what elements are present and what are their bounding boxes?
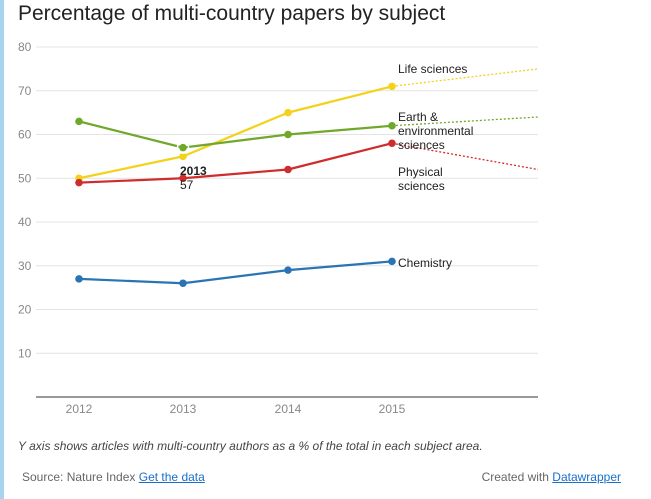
x-tick-label-2013: 2013 [170,402,197,416]
series-label-0: Life sciences [398,62,467,76]
data-point-0-3[interactable] [388,82,396,91]
tooltip-year: 2013 [180,164,207,178]
projection-line-0 [391,68,539,88]
series-label-3: Chemistry [398,256,452,270]
data-point-2-3[interactable] [388,139,396,148]
credit-label: Created with [481,470,549,484]
series-line-1 [78,120,393,149]
y-tick-label-50: 50 [18,171,32,185]
y-tick-label-60: 60 [18,128,32,142]
chart-note: Y axis shows articles with multi-country… [18,439,483,453]
grid [36,46,538,354]
footer-credit: Created with Datawrapper [482,470,621,484]
hover-ring [176,141,190,154]
y-axis: 10 20 30 40 50 60 70 80 [18,40,32,360]
data-point-2-2[interactable] [284,165,292,174]
datawrapper-link[interactable]: Datawrapper [552,470,621,484]
get-data-link[interactable]: Get the data [138,470,205,484]
series-label-2: Physical sciences [398,165,445,193]
series-line-3 [78,260,393,285]
data-point-2-0[interactable] [75,178,83,187]
data-point-2-1[interactable] [179,174,187,183]
data-point-1-3[interactable] [388,121,396,130]
tooltip-value: 57 [180,178,194,192]
y-tick-label-40: 40 [18,215,32,229]
x-tick-label-2015: 2015 [379,402,406,416]
y-tick-label-80: 80 [18,40,32,54]
data-point-1-2[interactable] [284,130,292,139]
data-point-3-0[interactable] [75,275,83,283]
data-point-3-3[interactable] [388,257,396,266]
y-tick-label-70: 70 [18,84,32,98]
series-line-0 [78,85,393,180]
left-accent-bar [0,0,4,499]
source-label: Source: Nature Index [22,470,136,484]
footer-source: Source: Nature Index Get the data [22,470,205,484]
data-point-3-1[interactable] [179,279,187,288]
data-point-1-1[interactable] [179,143,187,152]
line-chart: 10 20 30 40 50 60 70 80 2012 2013 2014 2015 Life s… [18,40,539,416]
data-point-0-1[interactable] [179,152,187,161]
series-labels: Life sciences Earth & environmental science… [398,62,473,270]
x-axis: 2012 2013 2014 2015 [36,396,538,416]
data-point-1-0[interactable] [75,117,83,126]
series-label-1: Earth & environmental sciences [398,110,473,152]
chart-title: Percentage of multi-country papers by su… [18,2,446,25]
y-tick-label-20: 20 [18,303,32,317]
data-point-0-2[interactable] [284,108,292,117]
projection-line-2 [391,142,539,171]
series-layer [75,68,539,288]
y-tick-label-30: 30 [18,259,32,273]
y-tick-label-10: 10 [18,346,32,360]
x-tick-label-2012: 2012 [66,402,93,416]
data-point-3-2[interactable] [284,266,292,274]
x-tick-label-2014: 2014 [275,402,302,416]
projection-line-1 [391,116,539,127]
series-line-2 [78,142,393,184]
